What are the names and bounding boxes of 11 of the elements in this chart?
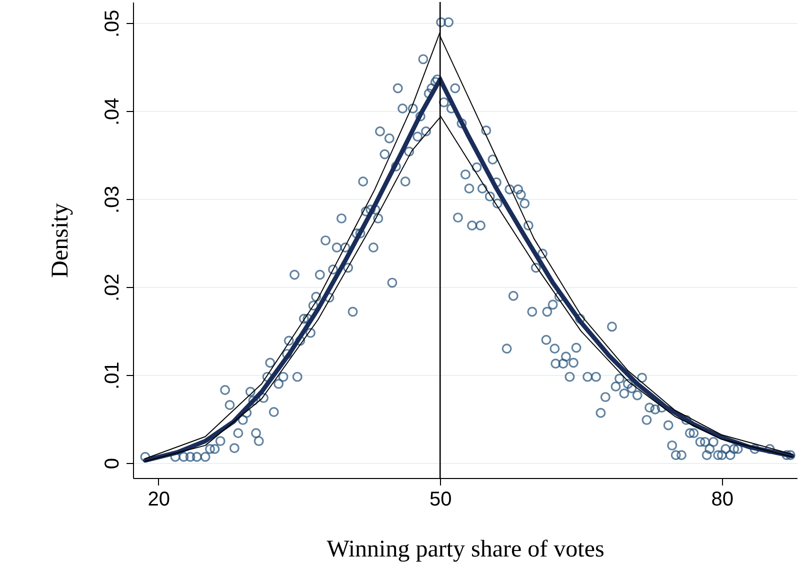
- y-tick-label: .04: [102, 98, 124, 126]
- y-tick-label: 0: [102, 458, 124, 470]
- y-tick-label: .05: [102, 10, 124, 38]
- y-axis-title: Density: [48, 203, 74, 278]
- x-tick-label: 80: [711, 488, 734, 510]
- x-axis-title: Winning party share of votes: [326, 536, 604, 562]
- x-tick-label: 20: [148, 488, 170, 510]
- y-tick-label: .02: [102, 274, 124, 302]
- y-tick-label: .03: [102, 186, 124, 214]
- x-tick-label: 50: [429, 488, 452, 510]
- y-tick-label: .01: [102, 362, 124, 390]
